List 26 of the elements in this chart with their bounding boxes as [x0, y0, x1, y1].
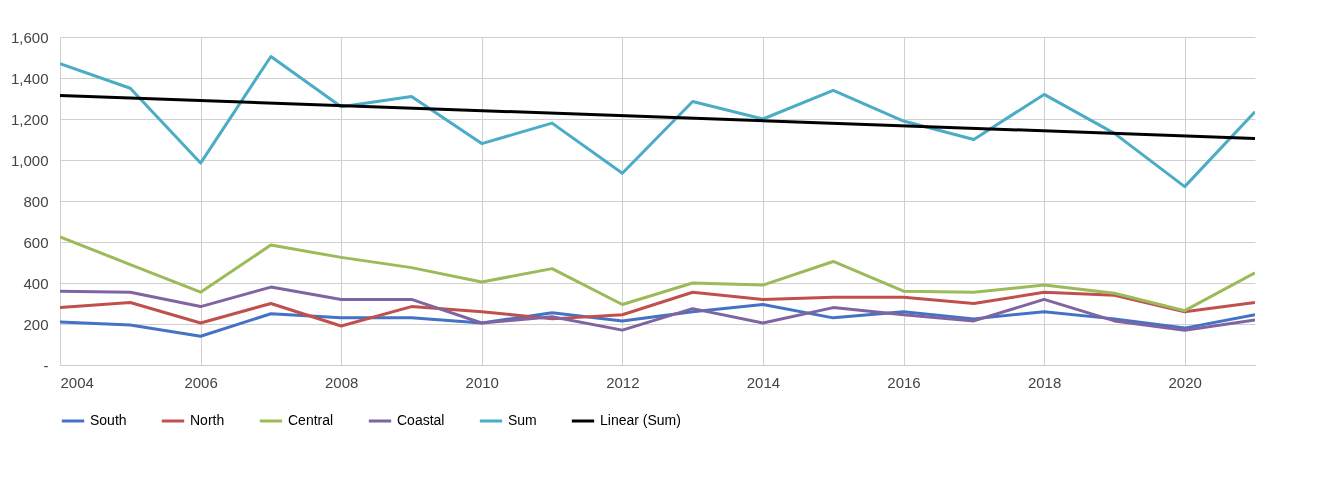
legend-label: Sum [508, 412, 537, 428]
legend-label: Central [288, 412, 334, 428]
legend-label: North [190, 412, 225, 428]
legend-label: South [90, 412, 127, 428]
x-tick-label: 2010 [465, 373, 499, 391]
line-series [60, 235, 1255, 313]
x-tick-label: 2004 [60, 373, 94, 391]
y-tick-label: 1,000 [10, 151, 49, 169]
legend-label: Coastal [397, 412, 445, 428]
x-tick-label: 2012 [606, 373, 640, 391]
y-tick-label: - [43, 356, 49, 374]
legend-label: Linear (Sum) [600, 412, 681, 428]
y-tick-label: 400 [23, 274, 49, 292]
x-tick-label: 2018 [1027, 373, 1062, 391]
x-tick-label: 2006 [184, 373, 218, 391]
y-tick-label: 200 [23, 315, 49, 333]
x-tick-label: 2014 [746, 373, 781, 391]
y-tick-label: 1,600 [10, 28, 49, 46]
y-tick-label: 800 [23, 192, 49, 210]
y-tick-label: 1,400 [10, 69, 49, 87]
x-tick-label: 2020 [1168, 373, 1202, 391]
x-tick-label: 2008 [324, 373, 359, 391]
y-tick-label: 1,200 [10, 110, 49, 128]
x-tick-label: 2016 [887, 373, 921, 391]
line-series [60, 54, 1255, 189]
y-tick-label: 600 [23, 233, 49, 251]
